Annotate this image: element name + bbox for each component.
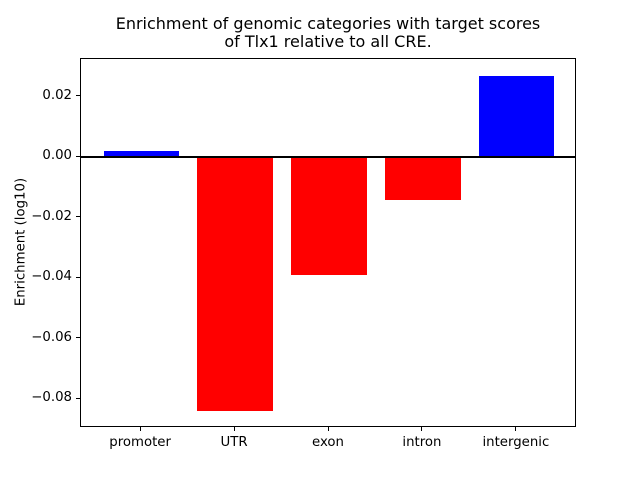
y-tick-mark bbox=[76, 276, 80, 278]
chart-title-line2: of Tlx1 relative to all CRE. bbox=[224, 31, 432, 51]
bar-UTR bbox=[197, 157, 273, 412]
y-tick-label: −0.06 bbox=[31, 329, 72, 345]
y-tick-label: 0.02 bbox=[42, 87, 72, 103]
bar-exon bbox=[291, 157, 367, 276]
x-tick-mark bbox=[421, 427, 423, 432]
y-tick-mark bbox=[76, 337, 80, 339]
x-tick-mark bbox=[327, 427, 329, 432]
y-tick-label: 0.00 bbox=[42, 148, 72, 164]
chart-title-line1: Enrichment of genomic categories with ta… bbox=[115, 14, 541, 33]
x-tick-label-UTR: UTR bbox=[220, 434, 248, 450]
y-tick-mark bbox=[76, 216, 80, 218]
plot-area bbox=[80, 57, 576, 428]
y-tick-mark bbox=[76, 397, 80, 399]
y-tick-mark bbox=[76, 95, 80, 97]
y-tick-mark bbox=[76, 155, 80, 157]
y-tick-label: −0.04 bbox=[31, 269, 72, 285]
chart-title: Enrichment of genomic categories with ta… bbox=[80, 15, 576, 50]
y-tick-label: −0.08 bbox=[31, 390, 72, 406]
x-tick-mark bbox=[515, 427, 517, 432]
zero-line bbox=[81, 156, 575, 159]
x-tick-mark bbox=[233, 427, 235, 432]
y-tick-label: −0.02 bbox=[31, 208, 72, 224]
bar-intergenic bbox=[479, 75, 555, 158]
bar-intron bbox=[385, 157, 461, 200]
bar-promoter bbox=[103, 151, 179, 158]
y-axis-label: Enrichment (log10) bbox=[13, 177, 29, 307]
x-tick-label-intron: intron bbox=[402, 434, 442, 450]
x-tick-mark bbox=[139, 427, 141, 432]
x-tick-label-exon: exon bbox=[312, 434, 344, 450]
x-tick-label-promoter: promoter bbox=[109, 434, 171, 450]
x-tick-label-intergenic: intergenic bbox=[482, 434, 550, 450]
